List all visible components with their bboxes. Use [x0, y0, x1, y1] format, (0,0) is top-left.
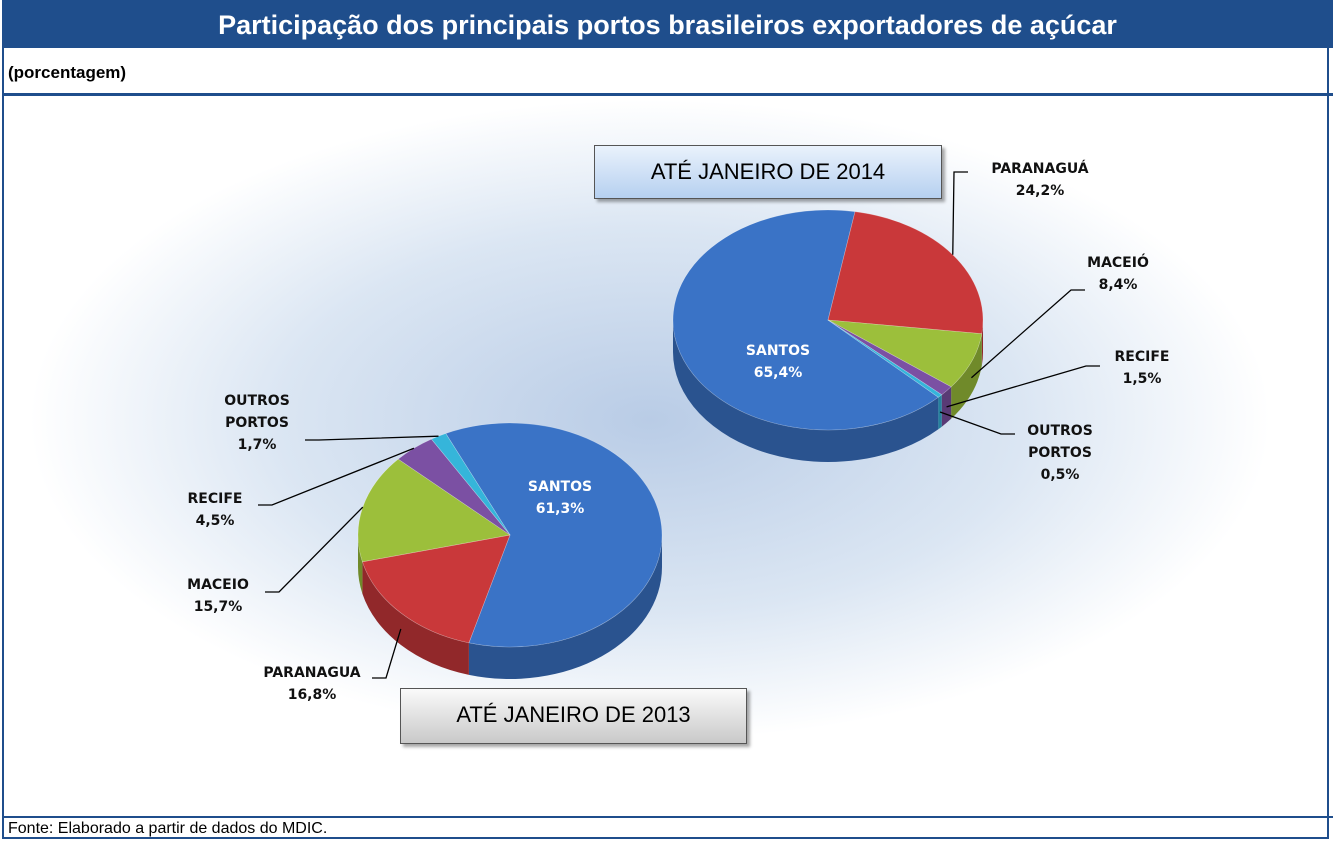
slice-side — [362, 561, 469, 675]
slice-side — [938, 394, 942, 430]
value-label: 0,5% — [1040, 467, 1080, 483]
slice — [827, 211, 984, 335]
source: Fonte: Elaborado a partir de dados do MD… — [8, 820, 328, 837]
slice-side — [673, 320, 939, 462]
slice — [357, 458, 511, 563]
data-label: MACEIO 15,7% — [163, 574, 273, 618]
leader-line — [970, 289, 1085, 379]
leader-line — [372, 628, 402, 679]
pie-title: ATÉ JANEIRO DE 2014 — [594, 145, 942, 199]
category-label: SANTOS — [745, 343, 811, 359]
data-label: MACEIÓ 8,4% — [1063, 252, 1173, 296]
leader-line — [305, 435, 439, 441]
category-label: PARANAGUA — [263, 665, 361, 681]
leader-line — [952, 171, 968, 255]
leader-line — [265, 506, 364, 593]
value-label: 61,3% — [535, 501, 585, 517]
category-label: OUTROS PORTOS — [224, 393, 290, 431]
value-label: 65,4% — [753, 365, 803, 381]
pie-title: ATÉ JANEIRO DE 2013 — [400, 688, 747, 744]
data-label: PARANAGUA 16,8% — [257, 662, 367, 706]
leader-line — [258, 447, 415, 506]
data-label: RECIFE 1,5% — [1087, 346, 1197, 390]
background-glow — [30, 100, 1270, 740]
category-label: OUTROS PORTOS — [1027, 423, 1093, 461]
category-label: RECIFE — [1114, 349, 1170, 365]
data-label: PARANAGUÁ 24,2% — [985, 158, 1095, 202]
category-label: PARANAGUÁ — [991, 161, 1089, 177]
slice — [672, 209, 939, 431]
divider — [2, 93, 1333, 96]
category-label: MACEIÓ — [1087, 255, 1149, 271]
value-label: 1,7% — [237, 437, 277, 453]
slice — [445, 422, 663, 648]
value-label: 24,2% — [1015, 183, 1065, 199]
subtitle: (porcentagem) — [8, 63, 127, 82]
slice — [397, 438, 511, 536]
value-label: 15,7% — [193, 599, 243, 615]
slice-side — [941, 386, 952, 427]
data-label: OUTROS PORTOS 1,7% — [217, 390, 297, 456]
value-label: 1,5% — [1122, 371, 1162, 387]
data-label: OUTROS PORTOS 0,5% — [1020, 420, 1100, 486]
data-label: SANTOS 61,3% — [505, 476, 615, 520]
leader-line — [946, 365, 1100, 408]
data-label: RECIFE 4,5% — [160, 488, 270, 532]
leader-line — [939, 411, 1015, 435]
category-label: SANTOS — [527, 479, 593, 495]
slice-side — [358, 535, 363, 594]
slice — [362, 534, 511, 644]
slice — [827, 319, 983, 388]
data-label: SANTOS 65,4% — [723, 340, 833, 384]
value-label: 4,5% — [195, 513, 235, 529]
category-label: RECIFE — [187, 491, 243, 507]
value-label: 8,4% — [1098, 277, 1138, 293]
divider — [2, 816, 1333, 818]
slice-side — [468, 535, 662, 679]
slice-side — [981, 320, 983, 366]
slice — [827, 319, 952, 396]
value-label: 16,8% — [287, 687, 337, 703]
slice — [827, 319, 943, 398]
slice-side — [951, 333, 982, 419]
title: Participação dos principais portos brasi… — [2, 0, 1333, 48]
category-label: MACEIO — [187, 577, 249, 593]
